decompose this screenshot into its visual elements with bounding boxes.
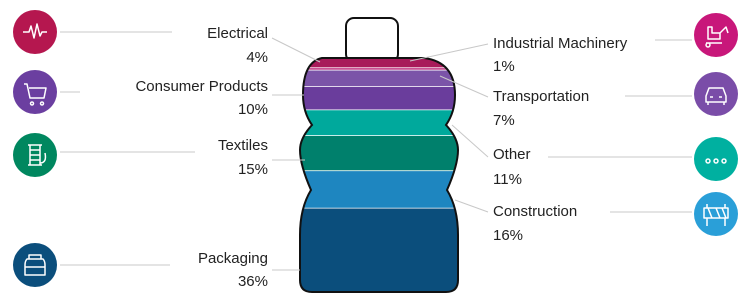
category-icon (694, 72, 738, 116)
chart: Packaging 36% Construction 16% Textiles 15% Ot… (0, 0, 742, 299)
bottle-cap (346, 18, 398, 62)
category-icon (694, 192, 738, 236)
bottle-segment (295, 109, 465, 135)
category-label: Consumer Products (135, 78, 268, 95)
category-label: Other (493, 146, 531, 163)
category-label: Electrical (207, 25, 268, 42)
leader-line (272, 38, 320, 62)
value-label: 16% (493, 227, 523, 244)
value-label: 10% (238, 101, 268, 118)
leader-line (455, 200, 488, 212)
category-icon (694, 13, 738, 57)
category-label: Industrial Machinery (493, 35, 628, 52)
category-icon (13, 243, 57, 287)
value-label: 7% (493, 112, 515, 129)
value-label: 36% (238, 273, 268, 290)
bottle-segment (295, 135, 465, 170)
bottle-segment (295, 86, 465, 109)
value-label: 11% (493, 171, 522, 188)
category-label: Packaging (198, 250, 268, 267)
category-label: Transportation (493, 88, 589, 105)
value-label: 15% (238, 161, 268, 178)
value-label: 1% (493, 58, 515, 75)
value-label: 4% (246, 49, 268, 66)
category-icon (13, 70, 57, 114)
bottle-segment (295, 170, 465, 207)
category-label: Textiles (218, 137, 268, 154)
category-label: Construction (493, 203, 577, 220)
leader-line (410, 44, 488, 61)
bottle-segment (295, 208, 465, 292)
bottle-bands (295, 58, 465, 292)
bottle-segment (295, 70, 465, 86)
